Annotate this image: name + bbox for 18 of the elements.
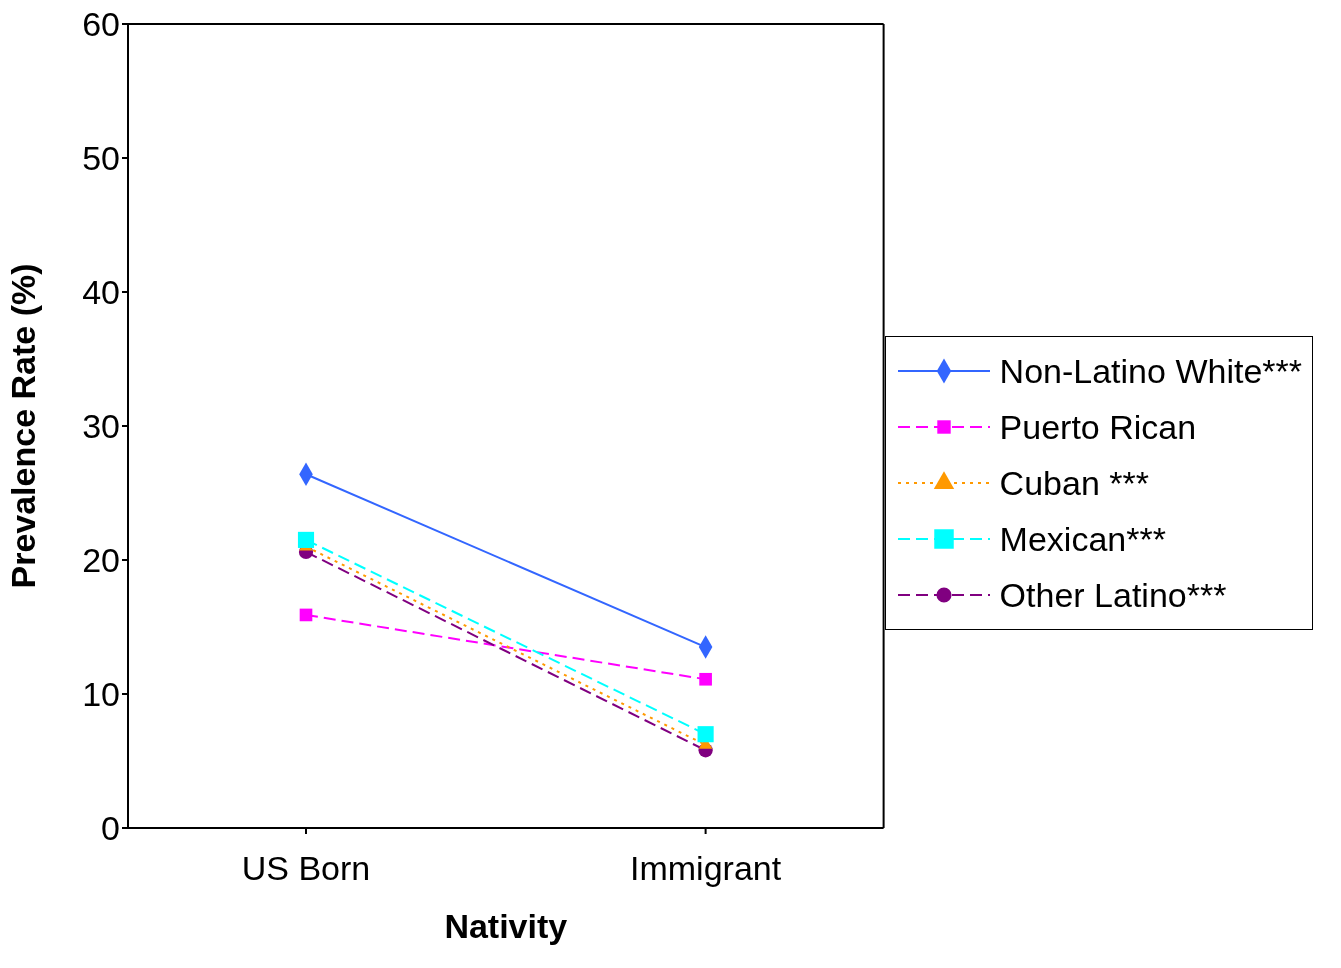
x-tick-label: Immigrant [630,849,782,888]
legend-label: Non-Latino White*** [999,351,1302,391]
legend-label: Puerto Rican [999,407,1197,447]
y-tick-label: 50 [82,139,120,178]
x-axis-title: Nativity [444,907,568,945]
point [699,672,712,686]
legend-label: Cuban *** [999,463,1149,503]
point [299,608,313,622]
y-tick-label: 10 [82,675,120,714]
y-tick-label: 40 [82,273,120,312]
y-tick-label: 20 [82,541,120,580]
y-tick-label: 30 [82,407,120,446]
y-axis-title: Prevalence Rate (%) [4,263,43,589]
y-tick-label: 60 [82,5,120,44]
legend-label: Other Latino*** [999,575,1227,615]
legend-label: Mexican*** [999,519,1166,559]
y-tick-label: 0 [101,809,120,848]
x-tick-label: US Born [241,849,371,888]
